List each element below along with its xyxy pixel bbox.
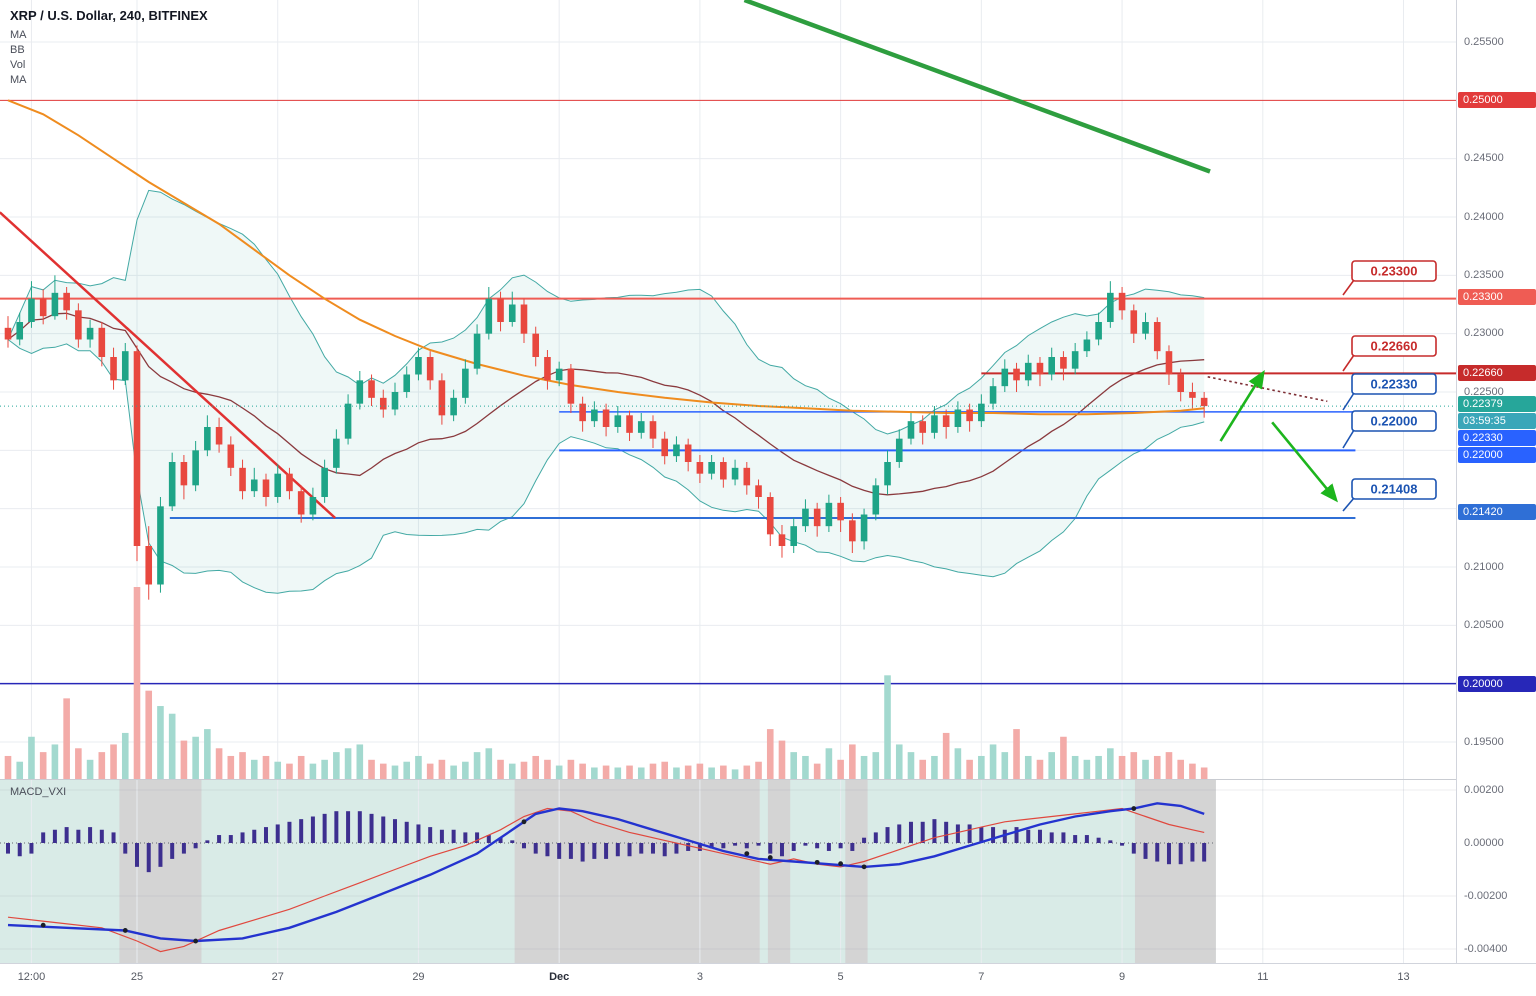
price-axis-tag: 0.23300 [1458, 289, 1536, 305]
time-axis-tick: 7 [978, 971, 985, 983]
price-axis-tag: 0.22330 [1458, 430, 1536, 446]
price-axis-tick: 0.20500 [1464, 619, 1504, 631]
macd-cross-dot [861, 864, 867, 870]
time-axis-tick: 13 [1397, 971, 1410, 983]
indicator-bb-label[interactable]: BB [10, 44, 25, 56]
countdown-tag: 03:59:35 [1458, 413, 1536, 429]
time-axis-tick: 25 [130, 971, 144, 983]
symbol-title[interactable]: XRP / U.S. Dollar, 240, BITFINEX [10, 8, 208, 23]
time-axis-tick: 11 [1257, 971, 1269, 983]
svg-text:0.21408: 0.21408 [1371, 482, 1418, 497]
price-axis-tick: 0.00200 [1464, 784, 1504, 796]
price-axis-tag: 0.22660 [1458, 365, 1536, 381]
time-axis-tick: Dec [549, 971, 570, 983]
price-axis-tag: 0.22000 [1458, 447, 1536, 463]
red-downtrend-line[interactable] [0, 211, 337, 519]
indicator-vol-label[interactable]: Vol [10, 59, 26, 71]
time-axis-tick: 5 [837, 971, 844, 983]
price-axis-tick: -0.00400 [1464, 943, 1508, 955]
macd-cross-dot [744, 851, 750, 856]
price-axis-tag: 0.22379 [1458, 396, 1536, 412]
macd-cross-dot [521, 819, 527, 825]
macd-background [0, 780, 1216, 963]
macd-cross-dot [122, 928, 128, 933]
indicator-ma2-label[interactable]: MA [10, 74, 27, 86]
green-arrow[interactable] [1219, 370, 1265, 442]
macd-cross-dot [767, 855, 773, 860]
price-axis-tick: 0.23500 [1464, 269, 1504, 281]
price-axis-tick: 0.21000 [1464, 561, 1504, 573]
time-axis[interactable]: 12:00 25 27 29 Dec 3 5 7 9 11 13 [0, 963, 1536, 996]
svg-text:0.23300: 0.23300 [1371, 264, 1418, 279]
price-axis-tick: 0.24500 [1464, 152, 1504, 164]
macd-line [7, 807, 1205, 953]
macd-cross-dot [193, 938, 199, 944]
candles-layer [4, 275, 1208, 600]
grid-layer [0, 0, 1456, 963]
volume-layer [4, 587, 1208, 779]
price-callout-label[interactable]: 0.22000 [1342, 410, 1437, 449]
projection-dotted-line[interactable] [1207, 376, 1328, 403]
svg-text:0.22000: 0.22000 [1371, 414, 1418, 429]
price-callout-label[interactable]: 0.22330 [1342, 373, 1437, 411]
time-axis-tick: 9 [1119, 971, 1126, 983]
time-axis-tick: 12:00 [17, 971, 46, 983]
price-axis[interactable]: 0.25500 0.24500 0.24000 0.23500 0.23000 0.225… [1456, 0, 1536, 963]
price-callout-label[interactable]: 0.21408 [1342, 478, 1437, 512]
green-downtrend-line[interactable] [743, 0, 1211, 174]
price-callout-label[interactable]: 0.22660 [1342, 335, 1437, 372]
bb-basis-ma-line [7, 312, 1205, 496]
macd-cross-dot [1131, 806, 1137, 811]
svg-text:0.22330: 0.22330 [1371, 377, 1418, 392]
bollinger-bands [7, 189, 1205, 594]
svg-text:0.22660: 0.22660 [1371, 339, 1418, 354]
time-axis-tick: 3 [696, 971, 703, 983]
macd-cross-dot [814, 859, 820, 865]
chart-legend: XRP / U.S. Dollar, 240, BITFINEX MA BB V… [10, 8, 208, 88]
indicator-ma1-label[interactable]: MA [10, 29, 27, 41]
price-axis-tag: 0.25000 [1458, 92, 1536, 108]
price-axis-tag: 0.20000 [1458, 676, 1536, 692]
price-axis-tick: -0.00200 [1464, 890, 1508, 902]
price-axis-tick: 0.25500 [1464, 36, 1504, 48]
price-axis-tag: 0.21420 [1458, 504, 1536, 520]
price-axis-tick: 0.00000 [1464, 837, 1504, 849]
price-axis-tick: 0.22500 [1464, 386, 1504, 398]
price-axis-tick: 0.24000 [1464, 211, 1504, 223]
price-callout-label[interactable]: 0.23300 [1342, 260, 1437, 296]
price-axis-tick: 0.23000 [1464, 327, 1504, 339]
chart-canvas[interactable]: 0.23300 0.22660 0.22330 0.22000 0.21408 [0, 0, 1456, 963]
time-axis-tick: 27 [271, 971, 284, 983]
price-axis-tick: 0.19500 [1464, 736, 1504, 748]
horizontal-price-lines[interactable] [0, 99, 1456, 685]
green-arrow[interactable] [1271, 421, 1338, 503]
macd-histogram [6, 811, 1207, 873]
macd-indicator-label[interactable]: MACD_VXI [10, 786, 67, 798]
macd-cross-dot [40, 922, 46, 928]
macd-signal-line [7, 802, 1205, 943]
macd-cross-dot [838, 861, 844, 867]
time-axis-tick: 29 [412, 971, 425, 983]
